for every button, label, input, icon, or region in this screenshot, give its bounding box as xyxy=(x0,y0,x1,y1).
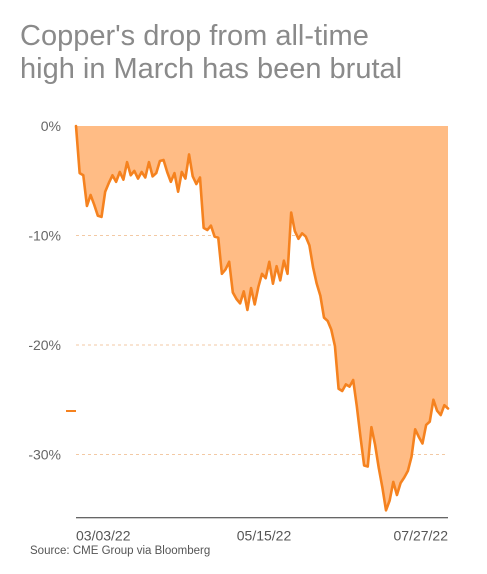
title-line-1: Copper's drop from all-time xyxy=(20,20,369,52)
drawdown-line xyxy=(74,124,450,512)
x-tick-label: 03/03/22 xyxy=(76,528,131,544)
title-line-2: high in March has been brutal xyxy=(20,53,403,85)
x-tick-label: 05/15/22 xyxy=(237,528,292,544)
x-tick-label: 07/27/22 xyxy=(394,528,449,544)
x-axis-ticks: 03/03/22 05/15/22 07/27/22 xyxy=(76,528,448,544)
y-tick-label: -20% xyxy=(28,337,61,353)
chart-title: Copper's drop from all-time high in Marc… xyxy=(20,20,470,86)
source-note: Source: CME Group via Bloomberg xyxy=(30,545,211,557)
drawdown-area xyxy=(76,126,448,511)
y-tick-label: -30% xyxy=(28,447,61,463)
y-tick-label: -10% xyxy=(28,228,61,244)
y-tick-label: 0% xyxy=(41,118,61,134)
y-axis-ticks: 0% -10% -20% -30% xyxy=(28,118,61,463)
